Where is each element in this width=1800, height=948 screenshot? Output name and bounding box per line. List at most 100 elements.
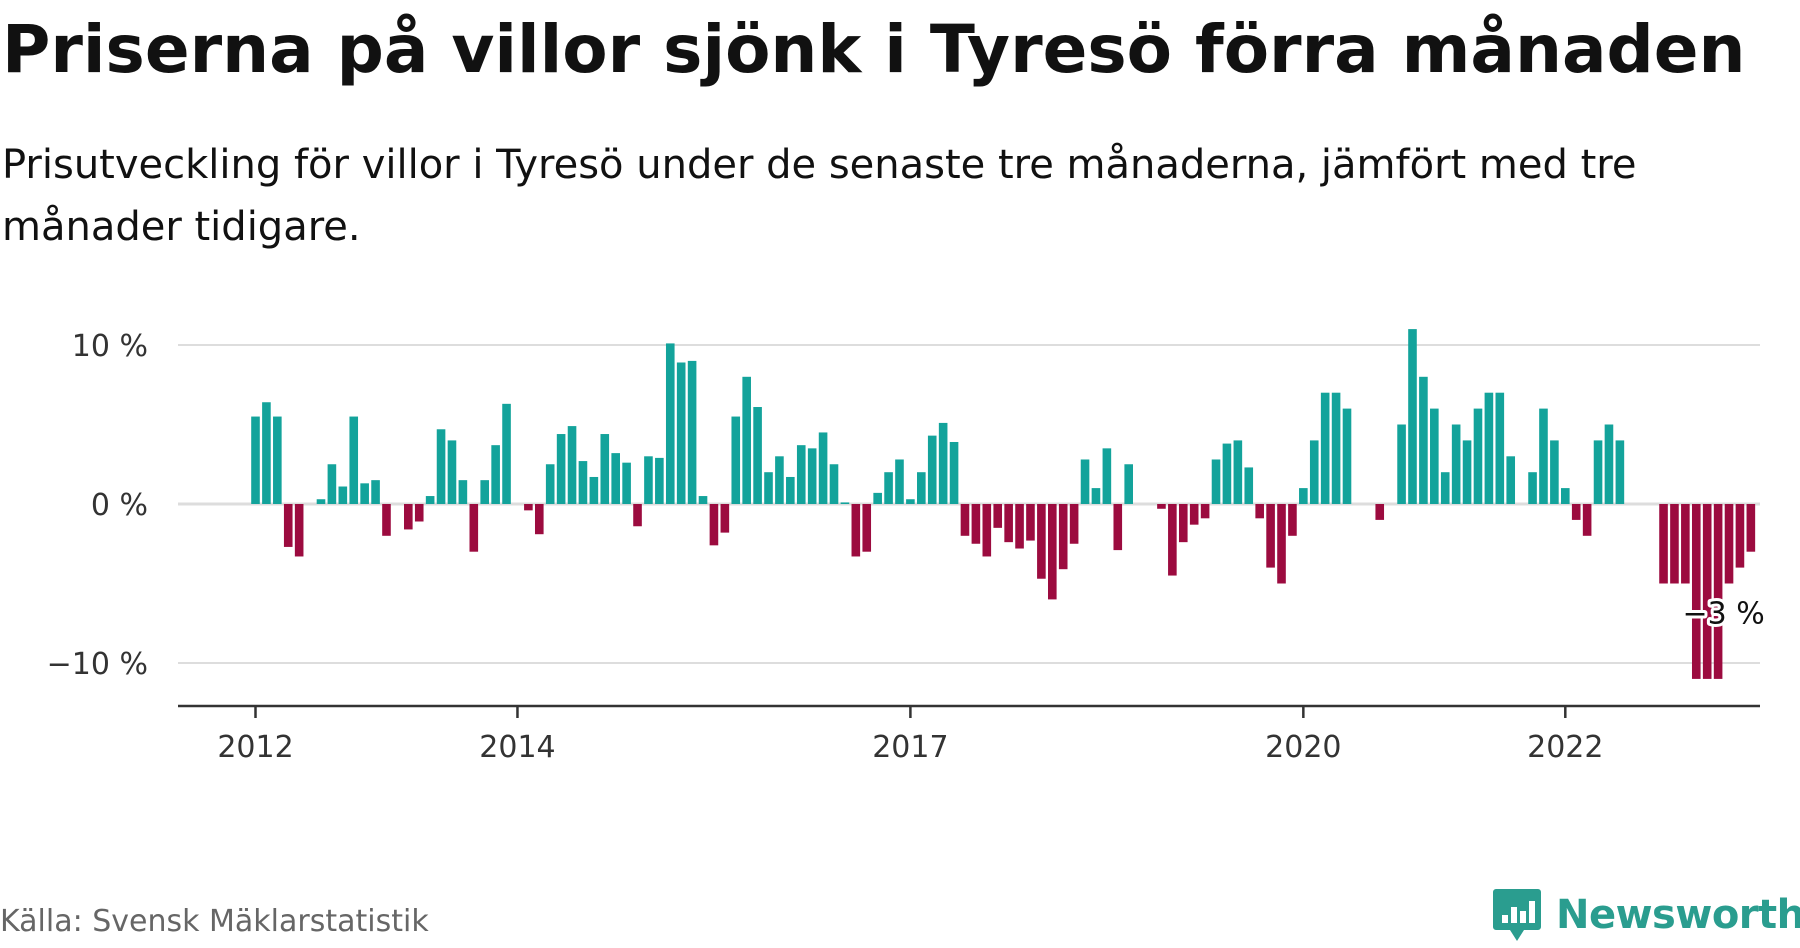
y-tick-label: −10 % <box>47 647 148 682</box>
bar <box>1178 504 1188 543</box>
bar <box>1069 504 1079 544</box>
bar <box>960 504 970 536</box>
bar <box>1419 376 1428 504</box>
bar-chart: 10 % 0 % −10 % 2012 2014 2017 2020 2022 −3 % <box>47 329 1768 765</box>
bar <box>251 416 260 504</box>
bar <box>807 448 817 504</box>
bar <box>644 456 653 504</box>
bar <box>1615 440 1625 504</box>
bar <box>851 504 861 557</box>
bar <box>1571 504 1581 520</box>
bar <box>1473 408 1483 504</box>
bar <box>414 504 424 522</box>
x-tick-label: 2020 <box>1265 730 1341 765</box>
y-axis: 10 % 0 % −10 % <box>47 329 148 682</box>
bar <box>404 504 413 530</box>
bar <box>1091 488 1101 504</box>
bar <box>469 504 479 552</box>
bar <box>1702 504 1712 679</box>
bar <box>425 496 435 504</box>
bar <box>938 422 948 504</box>
bar <box>1189 504 1199 525</box>
bar <box>1004 504 1013 543</box>
bar <box>884 472 893 504</box>
bar <box>1550 440 1559 504</box>
bar <box>906 499 915 504</box>
bar <box>458 480 468 504</box>
bar <box>1233 440 1243 504</box>
bar <box>818 432 828 504</box>
bar <box>502 403 511 504</box>
bar <box>753 407 762 504</box>
bar <box>1528 472 1537 504</box>
bar <box>1331 392 1341 504</box>
bar <box>436 429 446 504</box>
bar <box>1037 504 1046 579</box>
bar <box>534 504 544 535</box>
annotation: −3 % <box>1679 594 1767 635</box>
bar <box>1244 467 1254 504</box>
chart-title: Priserna på villor sjönk i Tyresö förra … <box>2 11 1746 88</box>
newsworthy-logo-text: Newsworthy <box>1556 892 1800 938</box>
bar <box>1484 392 1494 504</box>
bar <box>927 435 937 504</box>
bar <box>873 492 882 504</box>
bar <box>1451 424 1461 504</box>
bar <box>1604 424 1614 504</box>
x-tick-label: 2014 <box>479 730 555 765</box>
bar <box>971 504 981 544</box>
bar <box>775 456 784 504</box>
bar <box>1102 448 1112 504</box>
bar <box>731 416 741 504</box>
bar <box>349 416 359 504</box>
bar <box>1462 440 1472 504</box>
bar <box>1342 408 1352 504</box>
bar <box>1277 504 1286 584</box>
bar <box>1397 424 1406 504</box>
bar <box>1681 504 1690 584</box>
bar <box>1309 440 1319 504</box>
bar <box>1430 408 1439 504</box>
bar <box>556 434 566 504</box>
bar <box>491 445 500 504</box>
bar <box>1691 504 1701 679</box>
bar <box>1724 504 1734 584</box>
bar <box>1582 504 1592 536</box>
bar <box>589 476 599 504</box>
bar <box>524 504 533 511</box>
bar <box>1113 504 1123 551</box>
bar <box>1211 459 1221 504</box>
bar <box>1320 392 1330 504</box>
x-tick-label: 2012 <box>217 730 293 765</box>
x-axis: 2012 2014 2017 2020 2022 <box>178 704 1760 765</box>
bar <box>1015 504 1024 549</box>
bar <box>665 343 675 504</box>
bar <box>600 434 610 504</box>
bar <box>1539 408 1548 504</box>
bar <box>1670 504 1679 584</box>
bar <box>283 504 293 547</box>
bars <box>251 329 1756 679</box>
bar <box>1506 456 1516 504</box>
chart-subtitle: Prisutveckling för villor i Tyresö under… <box>2 142 1637 250</box>
bar <box>1299 488 1308 504</box>
bar <box>1157 504 1166 509</box>
bar <box>786 476 795 504</box>
bar <box>1124 464 1133 504</box>
bar <box>578 461 588 504</box>
bar <box>1058 504 1068 570</box>
x-tick-label: 2022 <box>1527 730 1603 765</box>
bar <box>1266 504 1275 568</box>
bar <box>633 504 642 527</box>
bar <box>611 453 620 504</box>
bar <box>1080 459 1090 504</box>
bar <box>447 440 457 504</box>
y-tick-label: 0 % <box>91 488 148 523</box>
bar <box>1375 504 1385 520</box>
bar <box>655 457 664 504</box>
bar <box>1222 443 1232 504</box>
bar <box>993 504 1003 528</box>
source-note: Källa: Svensk Mäklarstatistik <box>0 904 429 939</box>
bar <box>796 445 806 504</box>
bar <box>1200 504 1210 519</box>
